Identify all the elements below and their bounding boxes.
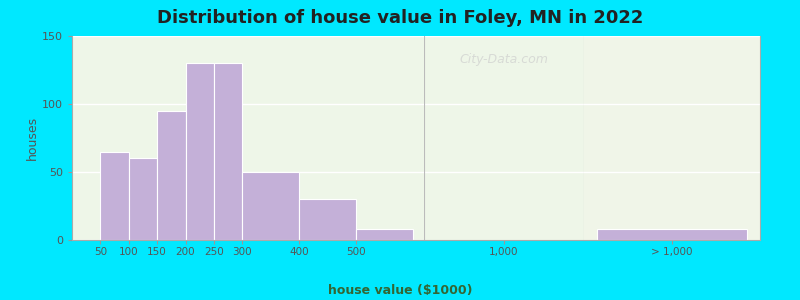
Bar (186, 63, 214, 240)
Bar (100, 152, 129, 240)
Bar (214, 63, 242, 240)
Bar (129, 158, 157, 240)
Text: City-Data.com: City-Data.com (459, 53, 549, 67)
Bar (157, 111, 186, 240)
Bar (299, 199, 356, 240)
Bar (242, 172, 299, 240)
Text: Distribution of house value in Foley, MN in 2022: Distribution of house value in Foley, MN… (157, 9, 643, 27)
Bar (597, 229, 747, 240)
Y-axis label: houses: houses (26, 116, 39, 160)
Bar (356, 229, 413, 240)
Text: house value ($1000): house value ($1000) (328, 284, 472, 297)
